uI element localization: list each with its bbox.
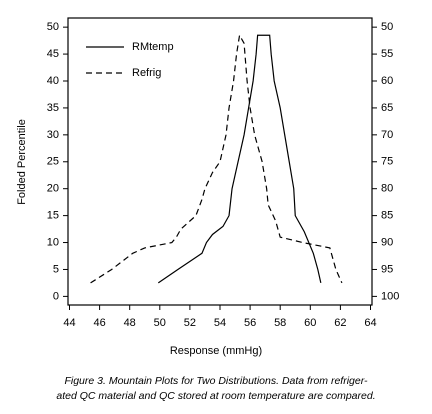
y-tick-label: 40 bbox=[47, 75, 59, 87]
y2-tick-label: 60 bbox=[381, 75, 393, 87]
legend-label: Refrig bbox=[132, 67, 161, 79]
x-tick-label: 48 bbox=[124, 317, 136, 329]
y2-tick-label: 65 bbox=[381, 102, 393, 114]
x-tick-label: 58 bbox=[274, 317, 286, 329]
y2-tick-label: 85 bbox=[381, 210, 393, 222]
legend-label: RMtemp bbox=[132, 41, 174, 53]
y2-tick-label: 80 bbox=[381, 183, 393, 195]
y2-tick-label: 70 bbox=[381, 129, 393, 141]
series-line bbox=[90, 33, 343, 284]
y-tick-label: 20 bbox=[47, 183, 59, 195]
x-tick-label: 50 bbox=[154, 317, 166, 329]
x-tick-label: 62 bbox=[334, 317, 346, 329]
y2-tick-label: 100 bbox=[381, 290, 399, 302]
y-tick-label: 45 bbox=[47, 48, 59, 60]
x-tick-label: 64 bbox=[364, 317, 376, 329]
x-tick-label: 52 bbox=[184, 317, 196, 329]
y-tick-label: 15 bbox=[47, 210, 59, 222]
x-tick-label: 60 bbox=[304, 317, 316, 329]
y-tick-label: 10 bbox=[47, 236, 59, 248]
y2-tick-label: 75 bbox=[381, 156, 393, 168]
y2-tick-label: 50 bbox=[381, 21, 393, 33]
x-axis-label: Response (mmHg) bbox=[170, 345, 262, 357]
y-tick-label: 25 bbox=[47, 156, 59, 168]
x-tick-label: 44 bbox=[63, 317, 75, 329]
y-axis-label: Folded Percentile bbox=[16, 119, 28, 205]
plot-frame bbox=[67, 17, 373, 306]
y-tick-label: 50 bbox=[47, 21, 59, 33]
x-tick-label: 54 bbox=[214, 317, 226, 329]
series-line bbox=[157, 34, 322, 284]
y-tick-label: 35 bbox=[47, 102, 59, 114]
x-tick-label: 46 bbox=[93, 317, 105, 329]
y-tick-label: 30 bbox=[47, 129, 59, 141]
caption: Figure 3. Mountain Plots for Two Distrib… bbox=[64, 375, 368, 387]
y2-tick-label: 90 bbox=[381, 236, 393, 248]
y-tick-label: 0 bbox=[53, 290, 59, 302]
x-tick-label: 56 bbox=[244, 317, 256, 329]
caption: ated QC material and QC stored at room t… bbox=[56, 390, 375, 402]
y2-tick-label: 55 bbox=[381, 48, 393, 60]
y-tick-label: 5 bbox=[53, 263, 59, 275]
y2-tick-label: 95 bbox=[381, 263, 393, 275]
